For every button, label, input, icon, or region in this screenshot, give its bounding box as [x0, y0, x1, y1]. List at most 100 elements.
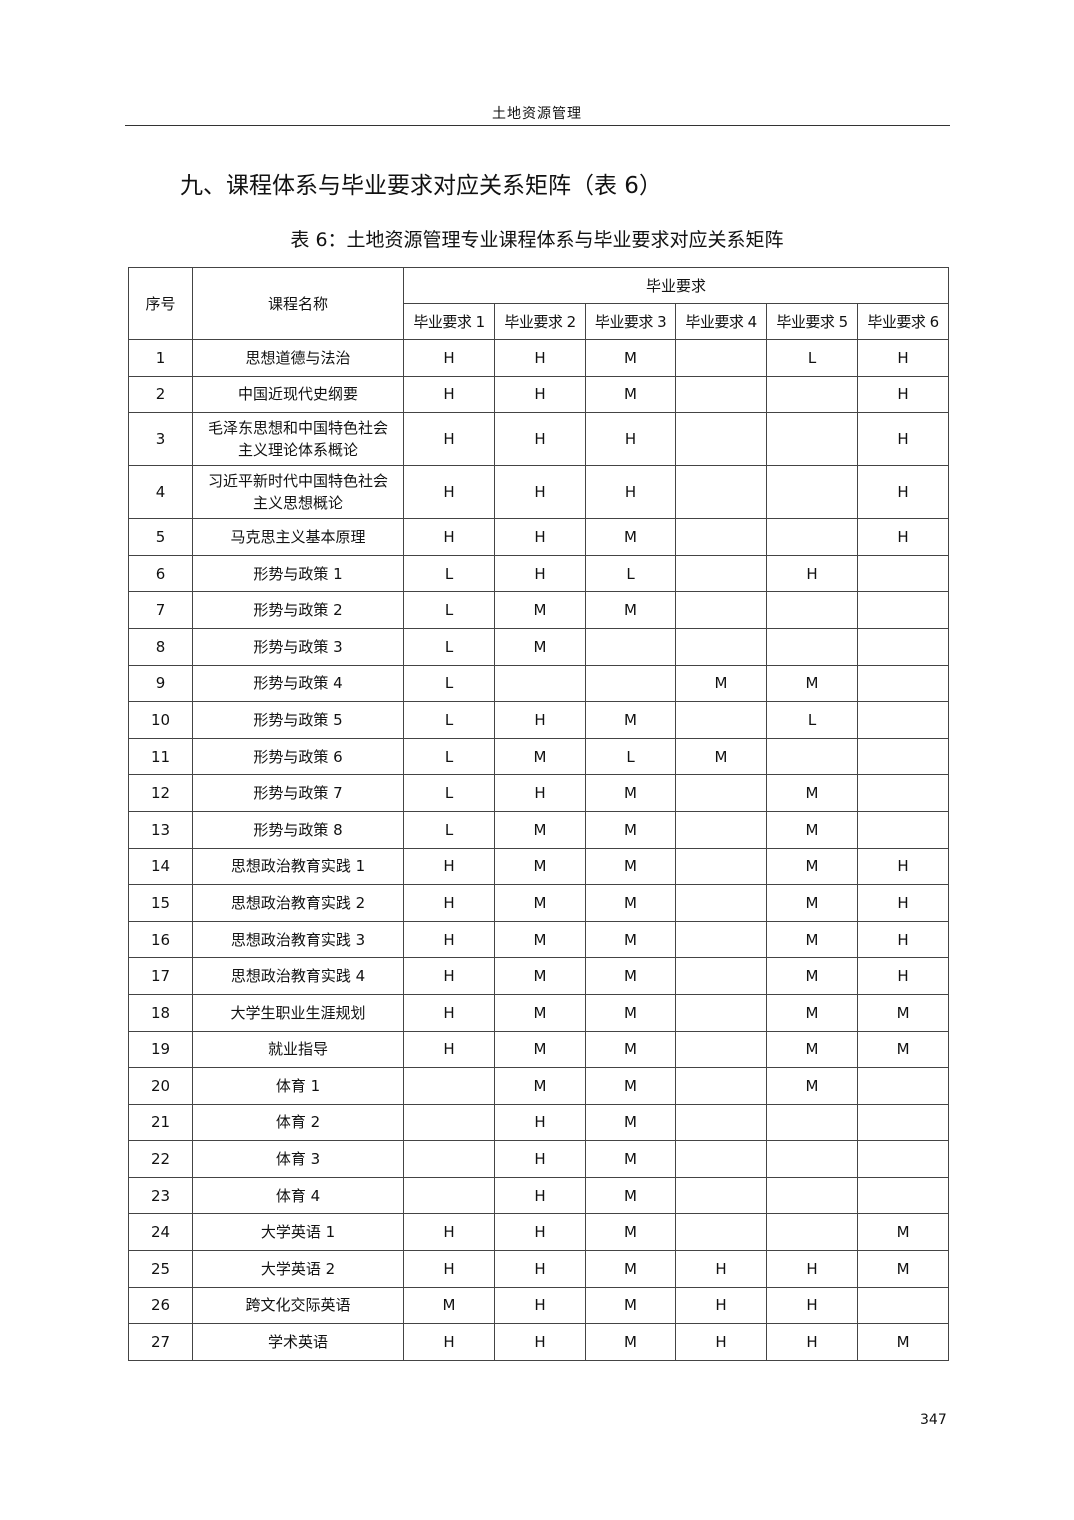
requirement-level-6: M	[856, 993, 950, 1032]
requirement-level-2: H	[494, 375, 586, 414]
course-name: 体育 3	[192, 1140, 404, 1178]
requirement-level-5: M	[766, 847, 858, 886]
requirement-level-4: H	[675, 1286, 767, 1325]
requirement-level-1: H	[403, 884, 495, 922]
requirement-level-3: M	[585, 591, 676, 629]
requirement-level-6	[856, 1176, 950, 1215]
requirement-level-4: H	[675, 1250, 767, 1288]
header-rule	[125, 125, 950, 126]
requirement-level-4	[675, 957, 767, 995]
row-number: 5	[128, 518, 193, 556]
requirement-level-3: M	[585, 993, 676, 1032]
requirement-level-5	[766, 737, 858, 776]
requirement-level-4	[675, 375, 767, 414]
requirement-level-1: H	[403, 957, 495, 995]
table-row: 3 毛泽东思想和中国特色社会主义理论体系概论 H H H H	[128, 412, 950, 467]
row-number: 18	[128, 993, 193, 1032]
row-number: 26	[128, 1286, 193, 1325]
requirement-level-2: H	[494, 1103, 586, 1142]
requirement-level-2: M	[494, 627, 586, 666]
requirement-level-6	[856, 810, 950, 849]
table-row: 2 中国近现代史纲要 H H M H	[128, 375, 950, 414]
header-requirement-5: 毕业要求 5	[766, 303, 858, 340]
requirement-level-3	[585, 664, 676, 703]
row-number: 7	[128, 591, 193, 629]
requirement-level-3: M	[585, 1067, 676, 1105]
requirement-level-3: M	[585, 1140, 676, 1178]
requirement-level-3: M	[585, 518, 676, 556]
requirement-level-1: L	[403, 554, 495, 593]
requirement-level-5	[766, 1213, 858, 1252]
requirement-level-6: H	[856, 920, 950, 959]
requirement-level-2: M	[494, 737, 586, 776]
course-name: 形势与政策 1	[192, 554, 404, 593]
table-row: 5 马克思主义基本原理 H H M H	[128, 518, 950, 556]
requirement-level-4	[675, 1213, 767, 1252]
table-row: 18 大学生职业生涯规划 H M M M M	[128, 993, 950, 1032]
requirement-level-6: M	[856, 1323, 950, 1361]
requirement-level-5: L	[766, 701, 858, 739]
requirement-level-2: H	[494, 518, 586, 556]
requirement-level-2: M	[494, 810, 586, 849]
course-name: 思想政治教育实践 1	[192, 847, 404, 886]
header-course: 课程名称	[192, 267, 404, 340]
requirement-level-2: H	[494, 554, 586, 593]
header-no: 序号	[128, 267, 193, 340]
header-requirement-3: 毕业要求 3	[585, 303, 676, 340]
requirement-level-1: H	[403, 1250, 495, 1288]
requirement-level-2: H	[494, 339, 586, 377]
requirements-matrix-table: 序号 课程名称 毕业要求 毕业要求 1 毕业要求 2 毕业要求 3 毕业要求 4 毕业要…	[128, 267, 950, 1361]
table-row: 1 思想道德与法治 H H M L H	[128, 339, 950, 377]
requirement-level-1: H	[403, 1030, 495, 1069]
requirement-level-4	[675, 920, 767, 959]
requirement-level-5: M	[766, 884, 858, 922]
row-number: 12	[128, 774, 193, 812]
requirement-level-4	[675, 1176, 767, 1215]
requirement-level-4: M	[675, 664, 767, 703]
header-requirements-group: 毕业要求	[402, 267, 950, 304]
table-row: 26 跨文化交际英语 M H M H H	[128, 1286, 950, 1325]
course-name: 体育 4	[192, 1176, 404, 1215]
course-name: 体育 1	[192, 1067, 404, 1105]
requirement-level-5: M	[766, 920, 858, 959]
requirement-level-3: M	[585, 1176, 676, 1215]
requirement-level-3: M	[585, 375, 676, 414]
row-number: 20	[128, 1067, 193, 1105]
course-name: 形势与政策 6	[192, 737, 404, 776]
course-name: 毛泽东思想和中国特色社会主义理论体系概论	[192, 412, 404, 467]
requirement-level-5	[766, 412, 858, 467]
row-number: 10	[128, 701, 193, 739]
table-row: 19 就业指导 H M M M M	[128, 1030, 950, 1069]
requirement-level-3	[585, 627, 676, 666]
requirement-level-3: M	[585, 774, 676, 812]
requirement-level-1: M	[403, 1286, 495, 1325]
requirement-level-5	[766, 1103, 858, 1142]
requirement-level-2	[494, 664, 586, 703]
requirement-level-6	[856, 737, 950, 776]
requirement-level-2: H	[494, 412, 586, 467]
requirement-level-2: M	[494, 1030, 586, 1069]
row-number: 19	[128, 1030, 193, 1069]
requirement-level-2: H	[494, 1213, 586, 1252]
header-requirement-2: 毕业要求 2	[494, 303, 586, 340]
header-requirement-1: 毕业要求 1	[403, 303, 495, 340]
row-number: 13	[128, 810, 193, 849]
requirement-level-6: H	[856, 412, 950, 467]
requirement-level-5	[766, 627, 858, 666]
requirement-level-6	[856, 554, 950, 593]
course-name: 跨文化交际英语	[192, 1286, 404, 1325]
course-name: 大学生职业生涯规划	[192, 993, 404, 1032]
requirement-level-3: M	[585, 920, 676, 959]
requirement-level-6: H	[856, 847, 950, 886]
course-name: 就业指导	[192, 1030, 404, 1069]
requirement-level-1: L	[403, 664, 495, 703]
requirement-level-1: H	[403, 465, 495, 520]
course-name: 体育 2	[192, 1103, 404, 1142]
